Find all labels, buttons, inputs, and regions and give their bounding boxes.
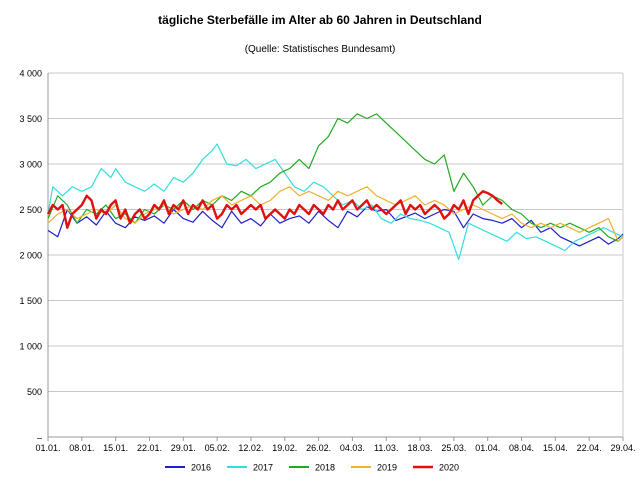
x-tick-label: 15.04. [543, 443, 568, 453]
chart-title: tägliche Sterbefälle im Alter ab 60 Jahr… [158, 13, 482, 27]
y-tick-label: 4 000 [19, 69, 42, 79]
x-tick-label: 26.02. [306, 443, 331, 453]
legend: 2016 2017 2018 2019 2020 [165, 463, 459, 473]
x-tick-label: 29.04. [610, 443, 635, 453]
x-tick-label: 18.03. [408, 443, 433, 453]
legend-label-2016: 2016 [191, 463, 211, 473]
x-tick-label: 01.01. [35, 443, 60, 453]
x-tick-label: 05.02. [205, 443, 230, 453]
y-tick-label: 1 000 [19, 342, 42, 352]
y-tick-label: 2 500 [19, 205, 42, 215]
series-line-2020 [46, 190, 503, 229]
y-tick-label: 1 500 [19, 296, 42, 306]
x-tick-label: 29.01. [171, 443, 196, 453]
series-line-2019 [47, 186, 624, 242]
y-tick-label: 3 500 [19, 114, 42, 124]
x-tick-label: 22.01. [137, 443, 162, 453]
x-tick-label: 15.01. [103, 443, 128, 453]
x-tick-label: 12.02. [238, 443, 263, 453]
grid-layer [48, 72, 623, 438]
x-tick-label: 11.03. [374, 443, 398, 453]
legend-label-2020: 2020 [439, 463, 459, 473]
y-tick-label: 3 000 [19, 160, 42, 170]
y-tick-label: – [37, 433, 42, 443]
x-tick-label: 01.04. [475, 443, 500, 453]
x-tick-label: 22.04. [577, 443, 602, 453]
x-tick-label: 19.02. [272, 443, 297, 453]
axis-layer: – 500 1 000 1 500 2 000 2 500 3 000 3 500 4 000 0… [19, 69, 635, 454]
legend-label-2019: 2019 [377, 463, 397, 473]
series-line-2016 [47, 206, 624, 247]
legend-label-2018: 2018 [315, 463, 335, 473]
x-tick-label: 08.01. [69, 443, 94, 453]
y-tick-label: 2 000 [19, 251, 42, 261]
chart-subtitle: (Quelle: Statistisches Bundesamt) [244, 44, 396, 55]
legend-label-2017: 2017 [253, 463, 273, 473]
x-tick-label: 04.03. [340, 443, 365, 453]
series-line-2017 [47, 143, 624, 261]
x-tick-label: 25.03. [441, 443, 466, 453]
x-tick-label: 08.04. [509, 443, 534, 453]
series-line-2018 [47, 113, 624, 242]
y-tick-label: 500 [27, 387, 42, 397]
series-layer [46, 113, 624, 261]
